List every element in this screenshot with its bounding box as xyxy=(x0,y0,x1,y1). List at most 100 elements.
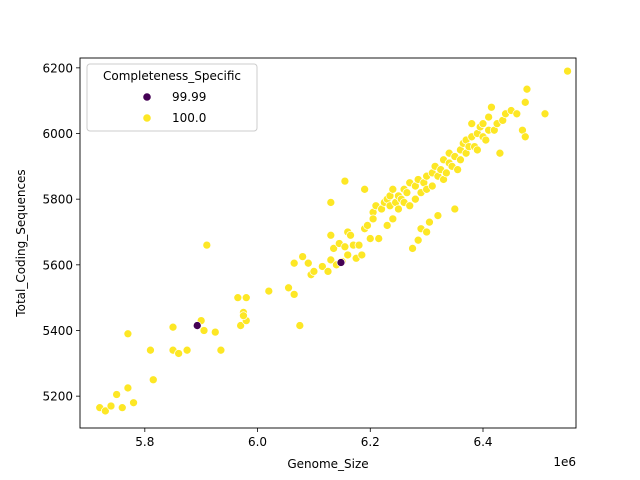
data-point xyxy=(182,345,192,355)
data-point xyxy=(264,286,274,296)
data-point xyxy=(394,204,403,214)
data-point xyxy=(365,234,375,243)
data-point xyxy=(520,97,530,107)
legend-marker-100-0 xyxy=(142,113,152,123)
x-tick-label: 6.2 xyxy=(361,435,380,449)
data-point xyxy=(484,112,493,122)
data-point xyxy=(360,184,369,194)
data-point xyxy=(456,155,465,165)
data-point xyxy=(129,398,138,408)
data-point xyxy=(563,66,572,76)
data-point xyxy=(146,345,155,355)
data-point xyxy=(408,244,417,253)
data-point xyxy=(467,119,477,129)
y-tick-label: 5400 xyxy=(42,324,73,338)
y-tick-label: 6200 xyxy=(42,61,73,75)
data-point xyxy=(326,255,336,265)
data-point xyxy=(168,322,178,332)
data-point xyxy=(495,148,505,158)
points-layer xyxy=(95,66,572,416)
data-point xyxy=(303,258,313,268)
data-point xyxy=(478,119,488,129)
data-point xyxy=(363,221,372,230)
x-axis-offset-label: 1e6 xyxy=(553,455,576,469)
data-point xyxy=(329,244,338,253)
data-point xyxy=(522,84,532,94)
x-axis-ticks: 5.8 6.0 6.2 6.4 xyxy=(135,428,493,449)
legend-title: Completeness_Specific xyxy=(103,69,241,83)
data-point xyxy=(346,230,355,240)
data-point xyxy=(442,168,451,178)
data-point xyxy=(326,198,336,207)
x-axis-label: Genome_Size xyxy=(287,457,368,471)
x-tick-label: 6.4 xyxy=(473,435,492,449)
data-point xyxy=(374,234,384,243)
y-tick-label: 5800 xyxy=(42,193,73,207)
data-point xyxy=(216,345,226,355)
legend-marker-99-99 xyxy=(142,92,152,102)
legend-box xyxy=(86,63,258,132)
data-point xyxy=(512,109,522,119)
data-point xyxy=(487,102,496,112)
data-point xyxy=(202,240,212,250)
data-point xyxy=(241,293,251,303)
data-point xyxy=(433,211,443,220)
legend-label-100-0: 100.0 xyxy=(172,111,206,125)
data-point xyxy=(326,230,336,240)
data-point xyxy=(101,406,110,416)
data-point xyxy=(382,221,392,230)
data-point xyxy=(199,326,209,335)
data-point xyxy=(340,176,350,186)
data-point xyxy=(112,390,121,399)
legend-label-99-99: 99.99 xyxy=(172,90,206,104)
data-point xyxy=(117,403,127,412)
data-point xyxy=(354,240,364,250)
data-point xyxy=(405,201,415,211)
data-point xyxy=(540,109,550,119)
legend: Completeness_Specific 99.99 100.0 xyxy=(86,63,258,132)
data-point xyxy=(323,267,333,276)
data-point xyxy=(192,321,202,330)
data-point xyxy=(295,321,305,330)
data-point xyxy=(318,262,327,271)
x-tick-label: 5.8 xyxy=(135,435,154,449)
data-point xyxy=(239,311,248,321)
x-tick-label: 6.0 xyxy=(248,435,267,449)
data-point xyxy=(422,227,431,237)
data-point xyxy=(411,194,420,204)
data-point xyxy=(233,293,243,303)
data-point xyxy=(298,252,307,261)
data-point xyxy=(357,250,367,260)
data-point xyxy=(236,321,245,330)
data-point xyxy=(336,258,346,267)
data-point xyxy=(289,258,299,268)
data-point xyxy=(174,349,183,358)
data-point xyxy=(473,145,482,155)
y-axis-ticks: 5200 5400 5600 5800 6000 6200 xyxy=(42,61,80,404)
y-tick-label: 5600 xyxy=(42,258,73,272)
y-tick-label: 6000 xyxy=(42,127,73,141)
data-point xyxy=(388,214,398,224)
data-point xyxy=(453,165,462,174)
data-point xyxy=(343,250,353,260)
plot-area-frame xyxy=(79,57,577,429)
data-point xyxy=(289,290,299,299)
data-point xyxy=(427,181,437,191)
data-point xyxy=(425,217,434,227)
data-point xyxy=(123,329,133,339)
data-point xyxy=(210,327,220,337)
data-point xyxy=(106,401,116,411)
data-point xyxy=(520,132,530,142)
data-point xyxy=(450,204,460,214)
y-axis-label: Total_Coding_Sequences xyxy=(14,169,28,317)
data-point xyxy=(309,267,319,276)
y-tick-label: 5200 xyxy=(42,390,73,404)
data-point xyxy=(148,375,158,385)
data-point xyxy=(123,383,133,393)
data-point xyxy=(402,188,412,197)
data-point xyxy=(340,242,350,252)
data-point xyxy=(388,184,398,194)
data-point xyxy=(284,283,293,293)
data-point xyxy=(481,135,491,145)
